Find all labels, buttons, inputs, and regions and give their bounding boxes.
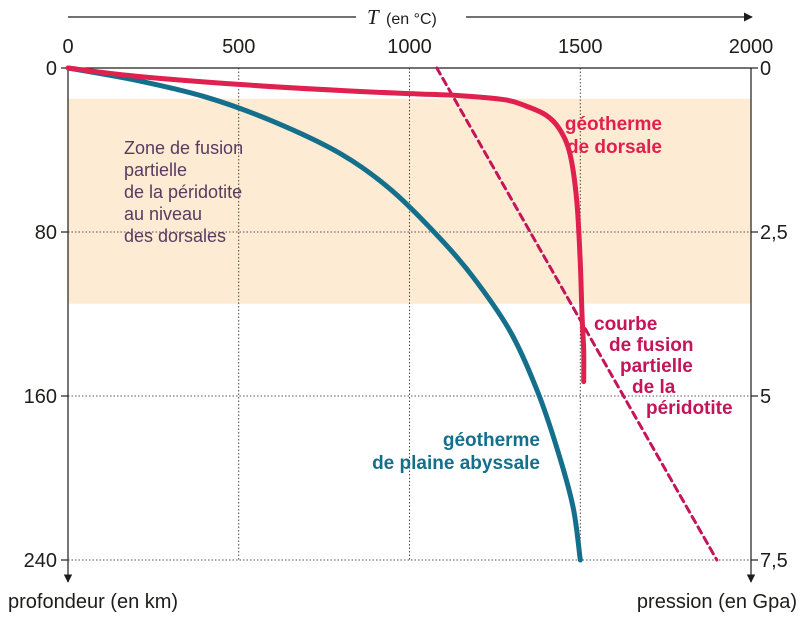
x-tick-label-2: 1000 xyxy=(387,36,432,58)
y-right-tick-label-1: 2,5 xyxy=(760,222,788,244)
x-tick-label-0: 0 xyxy=(62,36,73,58)
y-right-tick-label-3: 7,5 xyxy=(760,550,788,572)
label-courbe-fusion: courbe de fusion partielle de la péridotite xyxy=(594,314,733,419)
series-geotherme-dorsale xyxy=(65,65,587,385)
zone-label-line-3: au niveau xyxy=(124,204,202,224)
x-tick-label-3: 1500 xyxy=(558,36,603,58)
label-courbe-fusion-line-3: de la xyxy=(632,377,676,398)
axes xyxy=(61,67,758,583)
y-left-tick-labels: 0 80 160 240 xyxy=(24,58,57,572)
y-left-tick-label-1: 80 xyxy=(35,222,57,244)
series-geotherme-plaine-abyssale xyxy=(65,65,583,563)
x-title-unit: (en °C) xyxy=(386,11,437,28)
label-courbe-fusion-line-2: partielle xyxy=(620,356,693,377)
y-left-tick-label-2: 160 xyxy=(24,386,57,408)
label-courbe-fusion-line-4: péridotite xyxy=(646,398,733,419)
y-right-tick-label-0: 0 xyxy=(760,58,771,80)
label-geotherme-dorsale-line-0: géotherme xyxy=(565,114,662,135)
zone-label-line-2: de la péridotite xyxy=(124,182,242,202)
y-left-tick-label-3: 240 xyxy=(24,550,57,572)
x-tick-labels: 0 500 1000 1500 2000 xyxy=(62,36,773,58)
label-courbe-fusion-line-0: courbe xyxy=(594,314,657,335)
x-tick-label-4: 2000 xyxy=(729,36,774,58)
label-geotherme-plaine-abyssale-line-1: de plaine abyssale xyxy=(372,453,540,474)
series-group xyxy=(65,65,719,563)
zone-label: Zone de fusion partielle de la péridotite a… xyxy=(124,138,243,246)
label-geotherme-dorsale: géotherme de dorsale xyxy=(565,114,662,158)
y-left-axis-label: profondeur (en km) xyxy=(8,591,178,613)
y-right-tick-label-2: 5 xyxy=(760,386,771,408)
y-left-tick-label-0: 0 xyxy=(46,58,57,80)
label-geotherme-plaine-abyssale: géotherme de plaine abyssale xyxy=(372,430,540,474)
series-courbe-fusion xyxy=(435,66,719,562)
zone-label-line-4: des dorsales xyxy=(124,226,226,246)
x-tick-label-1: 500 xyxy=(222,36,255,58)
label-courbe-fusion-line-1: de fusion xyxy=(609,335,693,356)
label-geotherme-plaine-abyssale-line-0: géotherme xyxy=(443,430,540,451)
y-right-axis-label: pression (en Gpa) xyxy=(637,591,797,613)
x-axis-title: T (en °C) xyxy=(68,5,753,29)
y-right-tick-labels: 0 2,5 5 7,5 xyxy=(760,58,788,572)
zone-label-line-1: partielle xyxy=(124,160,187,180)
zone-label-line-0: Zone de fusion xyxy=(124,138,243,158)
label-geotherme-dorsale-line-1: de dorsale xyxy=(567,137,662,158)
x-title-symbol: T xyxy=(367,5,380,29)
